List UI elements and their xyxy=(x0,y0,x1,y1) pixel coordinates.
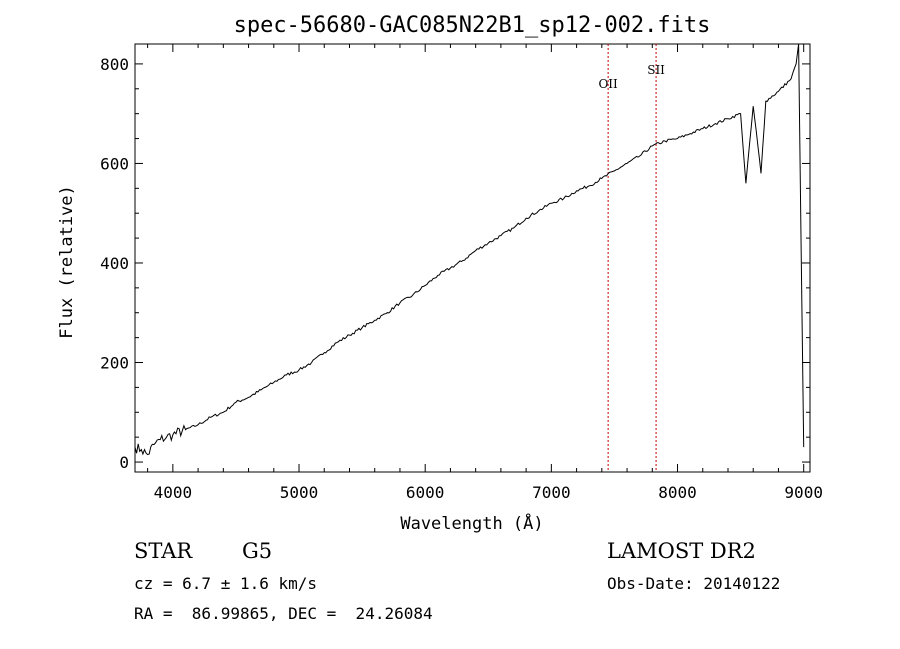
chart-title: spec-56680-GAC085N22B1_sp12-002.fits xyxy=(234,13,711,38)
y-tick-label: 200 xyxy=(100,354,129,373)
y-tick-label: 600 xyxy=(100,154,129,173)
y-tick-label: 0 xyxy=(119,453,129,472)
spectral-line-markers: OII SII xyxy=(598,44,665,472)
annotation-label: SII xyxy=(647,63,665,77)
y-axis-ticks: 0 200 400 600 800 xyxy=(100,55,810,472)
y-tick-label: 800 xyxy=(100,55,129,74)
object-class: STAR xyxy=(134,539,193,563)
annotation-label: OII xyxy=(598,77,618,91)
survey-name: LAMOST DR2 xyxy=(607,539,756,563)
spectrum-line xyxy=(134,43,805,456)
plot-frame xyxy=(134,43,811,473)
x-tick-label: 6000 xyxy=(406,483,445,502)
coordinates: RA = 86.99865, DEC = 24.26084 xyxy=(134,604,433,623)
x-tick-label: 7000 xyxy=(532,483,571,502)
observation-date: Obs-Date: 20140122 xyxy=(607,574,781,593)
object-subclass: G5 xyxy=(242,539,273,563)
x-tick-label: 8000 xyxy=(658,483,697,502)
redshift-velocity: cz = 6.7 ± 1.6 km/s xyxy=(134,574,318,593)
x-axis-label: Wavelength (Å) xyxy=(400,512,543,534)
x-axis-ticks: 4000 5000 6000 7000 8000 9000 xyxy=(147,44,823,502)
y-tick-label: 400 xyxy=(100,254,129,273)
y-axis-label: Flux (relative) xyxy=(57,185,77,339)
x-tick-label: 4000 xyxy=(154,483,193,502)
x-tick-label: 5000 xyxy=(280,483,319,502)
x-tick-label: 9000 xyxy=(784,483,823,502)
